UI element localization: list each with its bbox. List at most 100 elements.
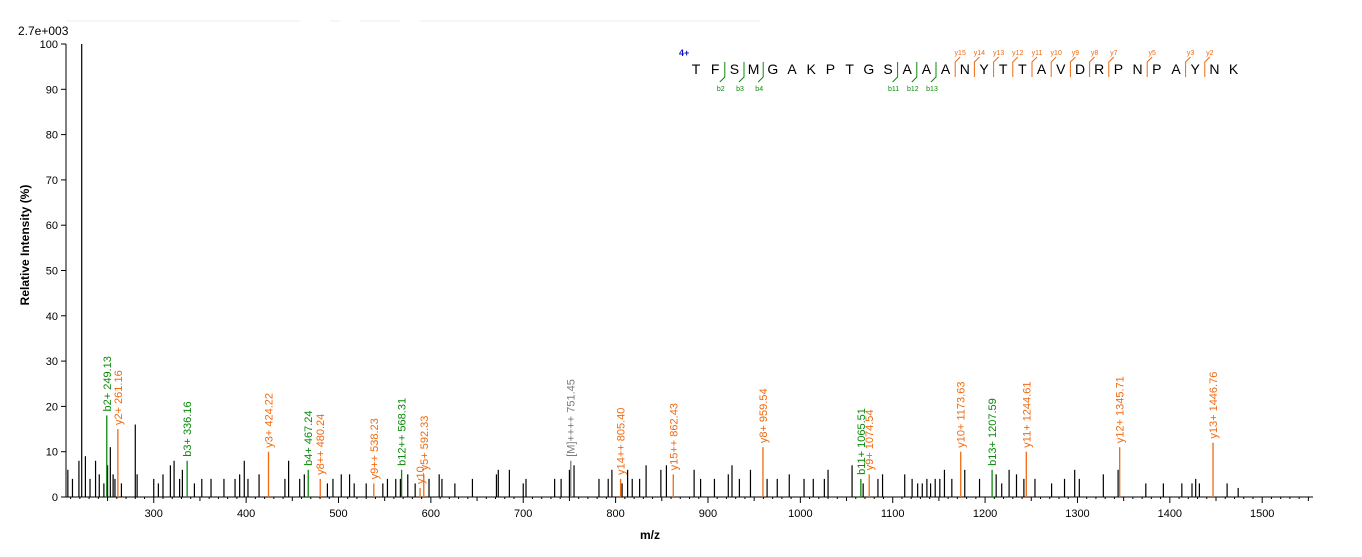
sequence-residue: V — [1056, 61, 1066, 77]
y-ion-bracket — [993, 56, 999, 77]
peak-label: y13+ 1446.76 — [1208, 372, 1220, 439]
y-ion-bracket — [1050, 56, 1057, 77]
y-ion-label: y13 — [993, 50, 1004, 57]
peak-label: y2+ 261.16 — [113, 370, 125, 425]
y-ion-bracket — [1146, 56, 1153, 77]
sequence-residue: A — [922, 61, 932, 77]
y-ion-bracket — [1031, 56, 1038, 77]
y-ion-bracket — [1069, 56, 1076, 77]
peak-label: y9+ 1074.54 — [864, 409, 876, 470]
y-ion-label: y15 — [955, 50, 966, 57]
b-ion-bracket — [892, 62, 899, 83]
sequence-residue: G — [863, 61, 874, 77]
b-ion-label: b2 — [717, 86, 725, 93]
y-ion-label: y10 — [1051, 50, 1062, 57]
peak-label: y10+ 1173.63 — [956, 382, 968, 448]
peak-label: y14++ 805.40 — [616, 408, 628, 475]
sequence-residue: K — [807, 61, 817, 77]
sequence-residue: P — [826, 61, 835, 77]
peak-label: y8+ 959.54 — [758, 388, 770, 443]
sequence-residue: A — [1171, 61, 1181, 77]
y-ion-label: y7 — [1110, 50, 1118, 57]
sequence-residue: T — [1018, 61, 1027, 77]
y-ion-label: y9 — [1072, 50, 1080, 57]
b-ion-label: b4 — [755, 86, 763, 93]
b-ion-bracket — [719, 62, 726, 83]
x-axis-ticks: 300 400 500 600 700 800 900 1000 1100 1200 1300 140… — [70, 497, 1309, 520]
sequence-residue: S — [883, 61, 892, 77]
y-tick-label: 60 — [46, 220, 58, 232]
y-tick-label: 50 — [46, 266, 58, 278]
x-tick-label: 600 — [422, 508, 440, 520]
sequence-residue: M — [748, 61, 760, 77]
y-tick-label: 40 — [46, 311, 58, 323]
sequence-residue: P — [1152, 61, 1161, 77]
y-ion-label: y12 — [1012, 50, 1023, 57]
sequence-residue: P — [1114, 61, 1123, 77]
b-ion-bracket — [757, 62, 764, 83]
b-ion-bracket — [930, 62, 937, 83]
x-axis-title: m/z — [640, 528, 660, 542]
x-tick-label: 300 — [145, 508, 163, 520]
peak-label: y11+ 1244.61 — [1021, 382, 1033, 448]
peak-label: y8++ 480.24 — [315, 414, 327, 475]
y-ion-label: y5 — [1148, 50, 1156, 57]
peak-label: b4+ 467.24 — [303, 410, 315, 465]
y-tick-label: 80 — [46, 130, 58, 142]
x-tick-label: 1100 — [881, 508, 905, 520]
peak-label: b3+ 336.16 — [182, 401, 194, 456]
sequence-residue: R — [1094, 61, 1104, 77]
sequence-residue: S — [730, 61, 739, 77]
y-ion-label: y14 — [974, 50, 985, 57]
charge-state-label: 4+ — [679, 48, 689, 58]
peak-label: y9++ 538.23 — [369, 418, 381, 479]
y-axis-title: Relative Intensity (%) — [18, 185, 32, 306]
x-tick-label: 800 — [606, 508, 624, 520]
peak-label: y5+ 592.33 — [419, 416, 431, 471]
y-ion-bracket — [1108, 56, 1115, 77]
sequence-residue: D — [1075, 61, 1085, 77]
sequence-residue: G — [767, 61, 778, 77]
y-ion-label: y8 — [1091, 50, 1099, 57]
y-tick-label: 70 — [46, 175, 58, 187]
sequence-residue: A — [787, 61, 797, 77]
peak-label: y15++ 862.43 — [668, 403, 680, 470]
peak-bars — [67, 44, 1239, 497]
sequence-residue: Y — [979, 61, 989, 77]
peak-label: [M]++++ 751.45 — [566, 379, 578, 457]
x-tick-label: 1000 — [788, 508, 812, 520]
y-tick-label: 90 — [46, 84, 58, 96]
x-tick-label: 400 — [237, 508, 255, 520]
sequence-residue: N — [1133, 61, 1143, 77]
y-ion-bracket — [1185, 56, 1191, 77]
peak-label: b2+ 249.13 — [102, 356, 114, 411]
b-ion-label: b13 — [926, 86, 938, 93]
y-ion-label: y11 — [1032, 50, 1043, 57]
y-tick-label: 30 — [46, 356, 58, 368]
y-axis-ticks: 0 10 20 30 40 50 60 70 80 90 100 — [40, 39, 66, 504]
sequence-residue: A — [941, 61, 951, 77]
x-tick-label: 1300 — [1065, 508, 1089, 520]
y-ion-bracket — [973, 56, 980, 77]
sequence-residue: F — [711, 61, 720, 77]
sequence-residue: N — [960, 61, 970, 77]
x-tick-label: 700 — [514, 508, 532, 520]
b-ion-label: b12 — [907, 86, 919, 93]
b-ion-bracket — [911, 62, 918, 83]
y-tick-label: 0 — [52, 492, 58, 504]
x-tick-label: 900 — [699, 508, 717, 520]
x-tick-label: 500 — [329, 508, 347, 520]
sequence-residue: A — [903, 61, 913, 77]
x-tick-label: 1200 — [973, 508, 997, 520]
peak-label: b12++ 568.31 — [397, 398, 409, 466]
peak-label: b13+ 1207.59 — [987, 398, 999, 466]
y-ion-bracket — [954, 56, 961, 77]
y-ion-bracket — [1012, 56, 1019, 77]
y-tick-label: 20 — [46, 401, 58, 413]
b-ion-label: b3 — [736, 86, 744, 93]
b-ion-bracket — [738, 62, 745, 83]
intensity-scale-label: 2.7e+003 — [18, 24, 69, 38]
y-ion-label: y3 — [1187, 50, 1195, 57]
y-ion-bracket — [1089, 56, 1095, 77]
